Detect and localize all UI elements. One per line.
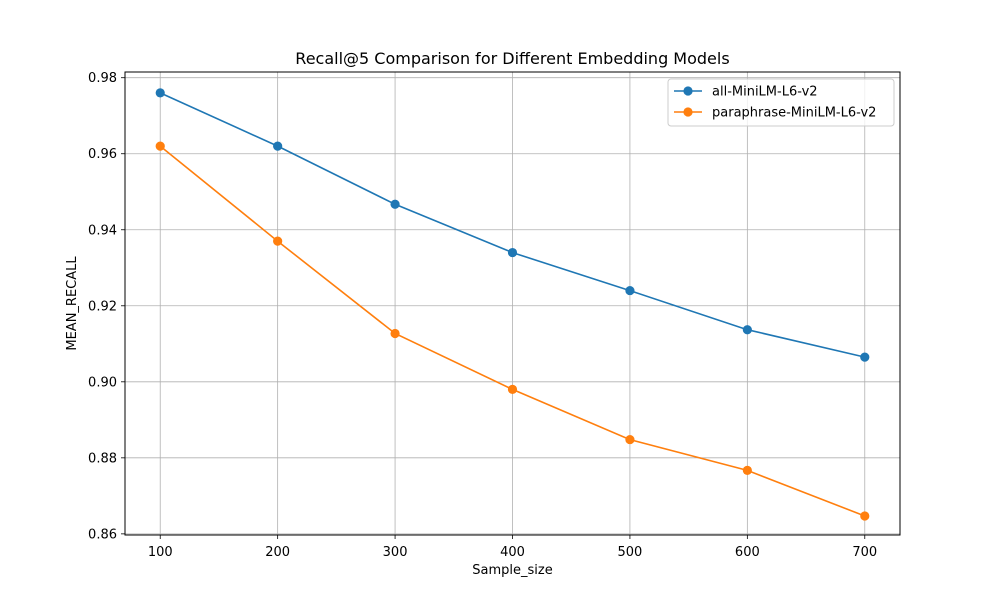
x-tick-label: 500 [618, 545, 643, 560]
data-point [155, 141, 165, 151]
data-point [273, 236, 283, 246]
legend: all-MiniLM-L6-v2 paraphrase-MiniLM-L6-v2 [667, 78, 895, 127]
data-point [273, 141, 283, 151]
legend-entry: all-MiniLM-L6-v2 [674, 85, 818, 100]
y-axis-label: MEAN_RECALL [65, 256, 80, 351]
data-point [860, 352, 870, 362]
y-tick-label: 0.90 [88, 375, 117, 390]
chart-title: Recall@5 Comparison for Different Embedd… [295, 49, 729, 68]
series-2 [155, 141, 870, 521]
x-tick-label: 700 [852, 545, 877, 560]
x-tick-label: 400 [500, 545, 525, 560]
data-point [742, 325, 752, 335]
data-point [625, 285, 635, 296]
data-point [507, 247, 518, 258]
y-tick-label: 0.96 [88, 147, 117, 162]
legend-box [667, 78, 895, 127]
data-point [507, 384, 518, 395]
x-axis-label: Sample_size [472, 563, 552, 578]
x-tick-label: 100 [148, 545, 173, 560]
y-tick-label: 0.94 [88, 223, 117, 238]
series-layer [155, 88, 870, 521]
x-tick-label: 200 [265, 545, 290, 560]
legend-label: all-MiniLM-L6-v2 [712, 85, 818, 100]
grid-lines [125, 72, 900, 535]
data-point [625, 434, 635, 445]
data-point [742, 465, 752, 475]
y-tick-label: 0.86 [88, 527, 117, 542]
legend-marker [683, 86, 693, 96]
x-tick-label: 300 [383, 545, 408, 560]
data-point [860, 511, 870, 521]
legend-label: paraphrase-MiniLM-L6-v2 [712, 106, 876, 121]
series-1 [155, 88, 870, 362]
x-tick-label: 600 [735, 545, 760, 560]
y-tick-label: 0.92 [88, 299, 117, 314]
axis-ticks: 100 200 300 400 500 600 700 0.86 0.88 0.90 0.92 0.9… [88, 71, 877, 560]
y-tick-label: 0.88 [88, 451, 117, 466]
data-point [390, 328, 400, 339]
data-point [155, 88, 165, 98]
y-tick-label: 0.98 [88, 71, 117, 86]
legend-entry: paraphrase-MiniLM-L6-v2 [674, 106, 876, 121]
data-point [390, 199, 400, 209]
legend-marker [683, 107, 693, 117]
